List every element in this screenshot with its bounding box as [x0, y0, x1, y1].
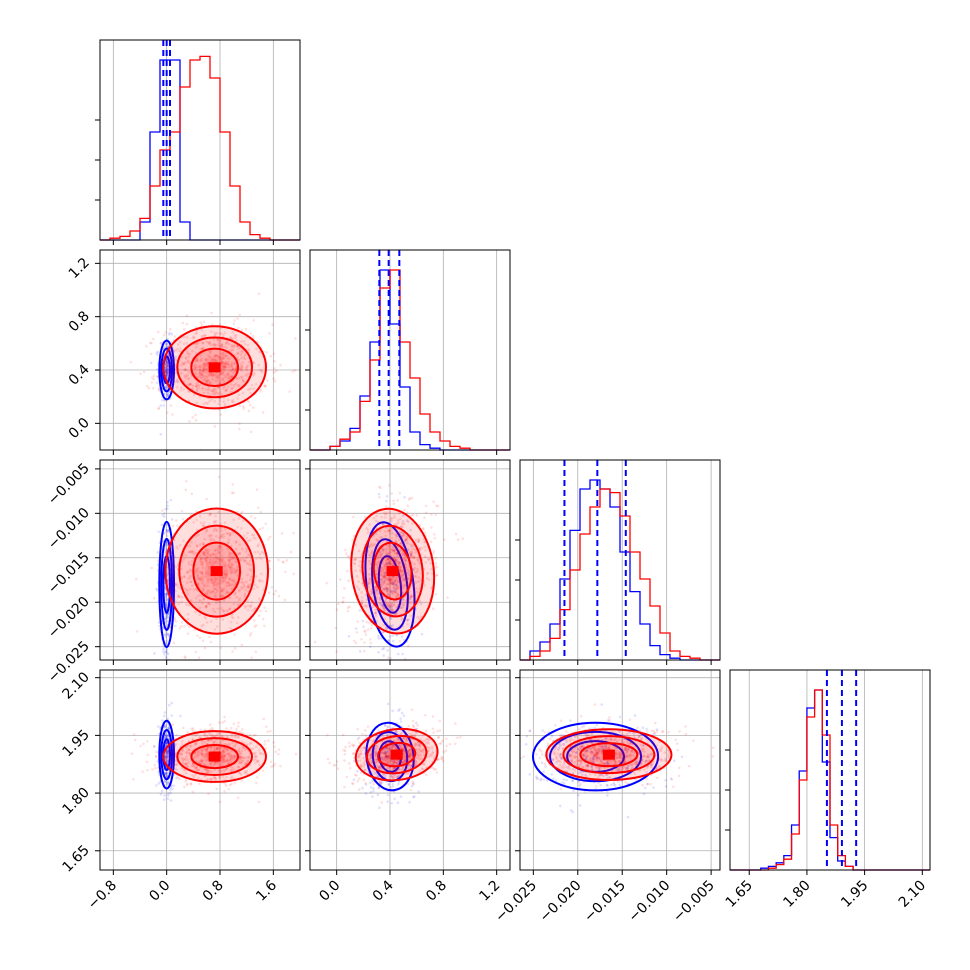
- panel-frame: [519, 459, 721, 661]
- density-peak: [602, 749, 615, 760]
- scatter-panel-1-4: [95, 669, 301, 875]
- x-tick-label: −0.8: [85, 878, 120, 913]
- contour-line: [190, 744, 240, 770]
- panel-frame: [99, 39, 301, 241]
- x-tick-label: 1.80: [780, 878, 813, 911]
- contour-line: [377, 741, 417, 768]
- histogram-series-1: [100, 59, 300, 241]
- density-peak: [208, 751, 221, 762]
- contour-line: [158, 339, 176, 401]
- panel-content: [326, 702, 462, 810]
- panel-frame: [99, 249, 301, 451]
- panel-frame: [309, 459, 511, 661]
- y-tick-label: −0.005: [45, 460, 93, 508]
- panel-frame: [309, 249, 511, 451]
- y-tick-label: −0.020: [45, 594, 93, 642]
- scatter-panel-1-2: [95, 249, 301, 455]
- panel-frame: [519, 669, 721, 871]
- x-tick-label: 0.0: [146, 878, 173, 905]
- histogram-panel-3: [515, 459, 721, 665]
- scatter-points-2: [134, 475, 296, 660]
- density-peak: [386, 566, 399, 577]
- x-tick-label: −0.020: [537, 878, 585, 926]
- x-tick-label: −0.010: [626, 878, 674, 926]
- panel-frame: [99, 459, 301, 661]
- contour-line: [372, 541, 413, 601]
- contour-line: [162, 325, 268, 410]
- contour-line: [160, 347, 174, 393]
- x-tick-label: 1.65: [723, 878, 756, 911]
- x-tick-label: 0.4: [370, 877, 397, 904]
- contour-line: [562, 735, 656, 775]
- contour-line: [361, 524, 424, 618]
- x-tick-label: −0.005: [670, 878, 718, 926]
- y-tick-label: 1.95: [59, 727, 92, 760]
- panel-content: [130, 701, 298, 804]
- histogram-series-1: [520, 479, 720, 661]
- contour-line: [350, 507, 436, 635]
- density-peak: [208, 362, 221, 373]
- x-tick-label: 0.8: [200, 878, 227, 905]
- contour-line: [158, 520, 176, 649]
- panel-content: [313, 484, 465, 660]
- histogram-series-2: [310, 269, 510, 451]
- scatter-points-2: [129, 292, 297, 450]
- contour-line: [354, 727, 439, 782]
- histogram-series-2: [100, 55, 300, 241]
- histogram-series-2: [520, 488, 720, 661]
- panel-frame: [309, 669, 511, 871]
- contour-line: [164, 507, 270, 635]
- contour-line: [371, 538, 409, 631]
- x-tick-label: −0.025: [492, 878, 540, 926]
- density-peak: [210, 566, 223, 577]
- contour-line: [545, 728, 673, 781]
- x-tick-label: 1.2: [476, 878, 503, 905]
- x-tick-label: 0.8: [423, 878, 450, 905]
- y-tick-label: 0.0: [66, 415, 93, 442]
- y-tick-label: −0.010: [45, 505, 93, 553]
- scatter-panel-3-4: [515, 669, 721, 875]
- contour-line: [549, 730, 643, 783]
- scatter-panel-2-3: [305, 459, 511, 665]
- panel-content: [134, 475, 296, 660]
- y-tick-label: −0.015: [45, 549, 93, 597]
- histogram-series-2: [730, 689, 930, 871]
- panel-content: [520, 703, 715, 819]
- contour-line: [162, 730, 268, 783]
- scatter-panel-2-4: [305, 669, 511, 875]
- contour-line: [160, 537, 174, 631]
- histogram-panel-2: [305, 249, 511, 455]
- histogram-panel-1: [95, 39, 301, 245]
- contour-line: [377, 555, 403, 614]
- contour-line: [531, 721, 660, 792]
- contour-line: [190, 347, 240, 388]
- x-tick-label: 2.10: [896, 878, 929, 911]
- contour-line: [365, 734, 428, 775]
- y-tick-label: 1.80: [59, 785, 92, 818]
- x-tick-label: −0.015: [581, 878, 629, 926]
- contour-line: [158, 719, 176, 790]
- scatter-panel-1-3: [95, 459, 301, 665]
- y-tick-label: 1.65: [59, 842, 92, 875]
- panel-content: [129, 292, 297, 450]
- y-tick-label: 0.4: [66, 361, 93, 388]
- y-tick-label: 0.8: [66, 308, 93, 335]
- contour-line: [579, 742, 639, 768]
- contour-line: [192, 541, 242, 601]
- contour-line: [178, 524, 256, 618]
- x-tick-label: 0.0: [316, 878, 343, 905]
- contour-line: [160, 729, 174, 781]
- y-tick-label: 1.2: [66, 255, 93, 282]
- x-tick-label: 1.6: [253, 877, 280, 904]
- panel-frame: [99, 669, 301, 871]
- contour-line: [176, 336, 254, 399]
- histogram-panel-4: [725, 669, 931, 875]
- density-peak: [390, 749, 403, 760]
- panel-frame: [729, 669, 931, 871]
- x-tick-label: 1.95: [838, 878, 871, 911]
- contour-line: [176, 737, 254, 776]
